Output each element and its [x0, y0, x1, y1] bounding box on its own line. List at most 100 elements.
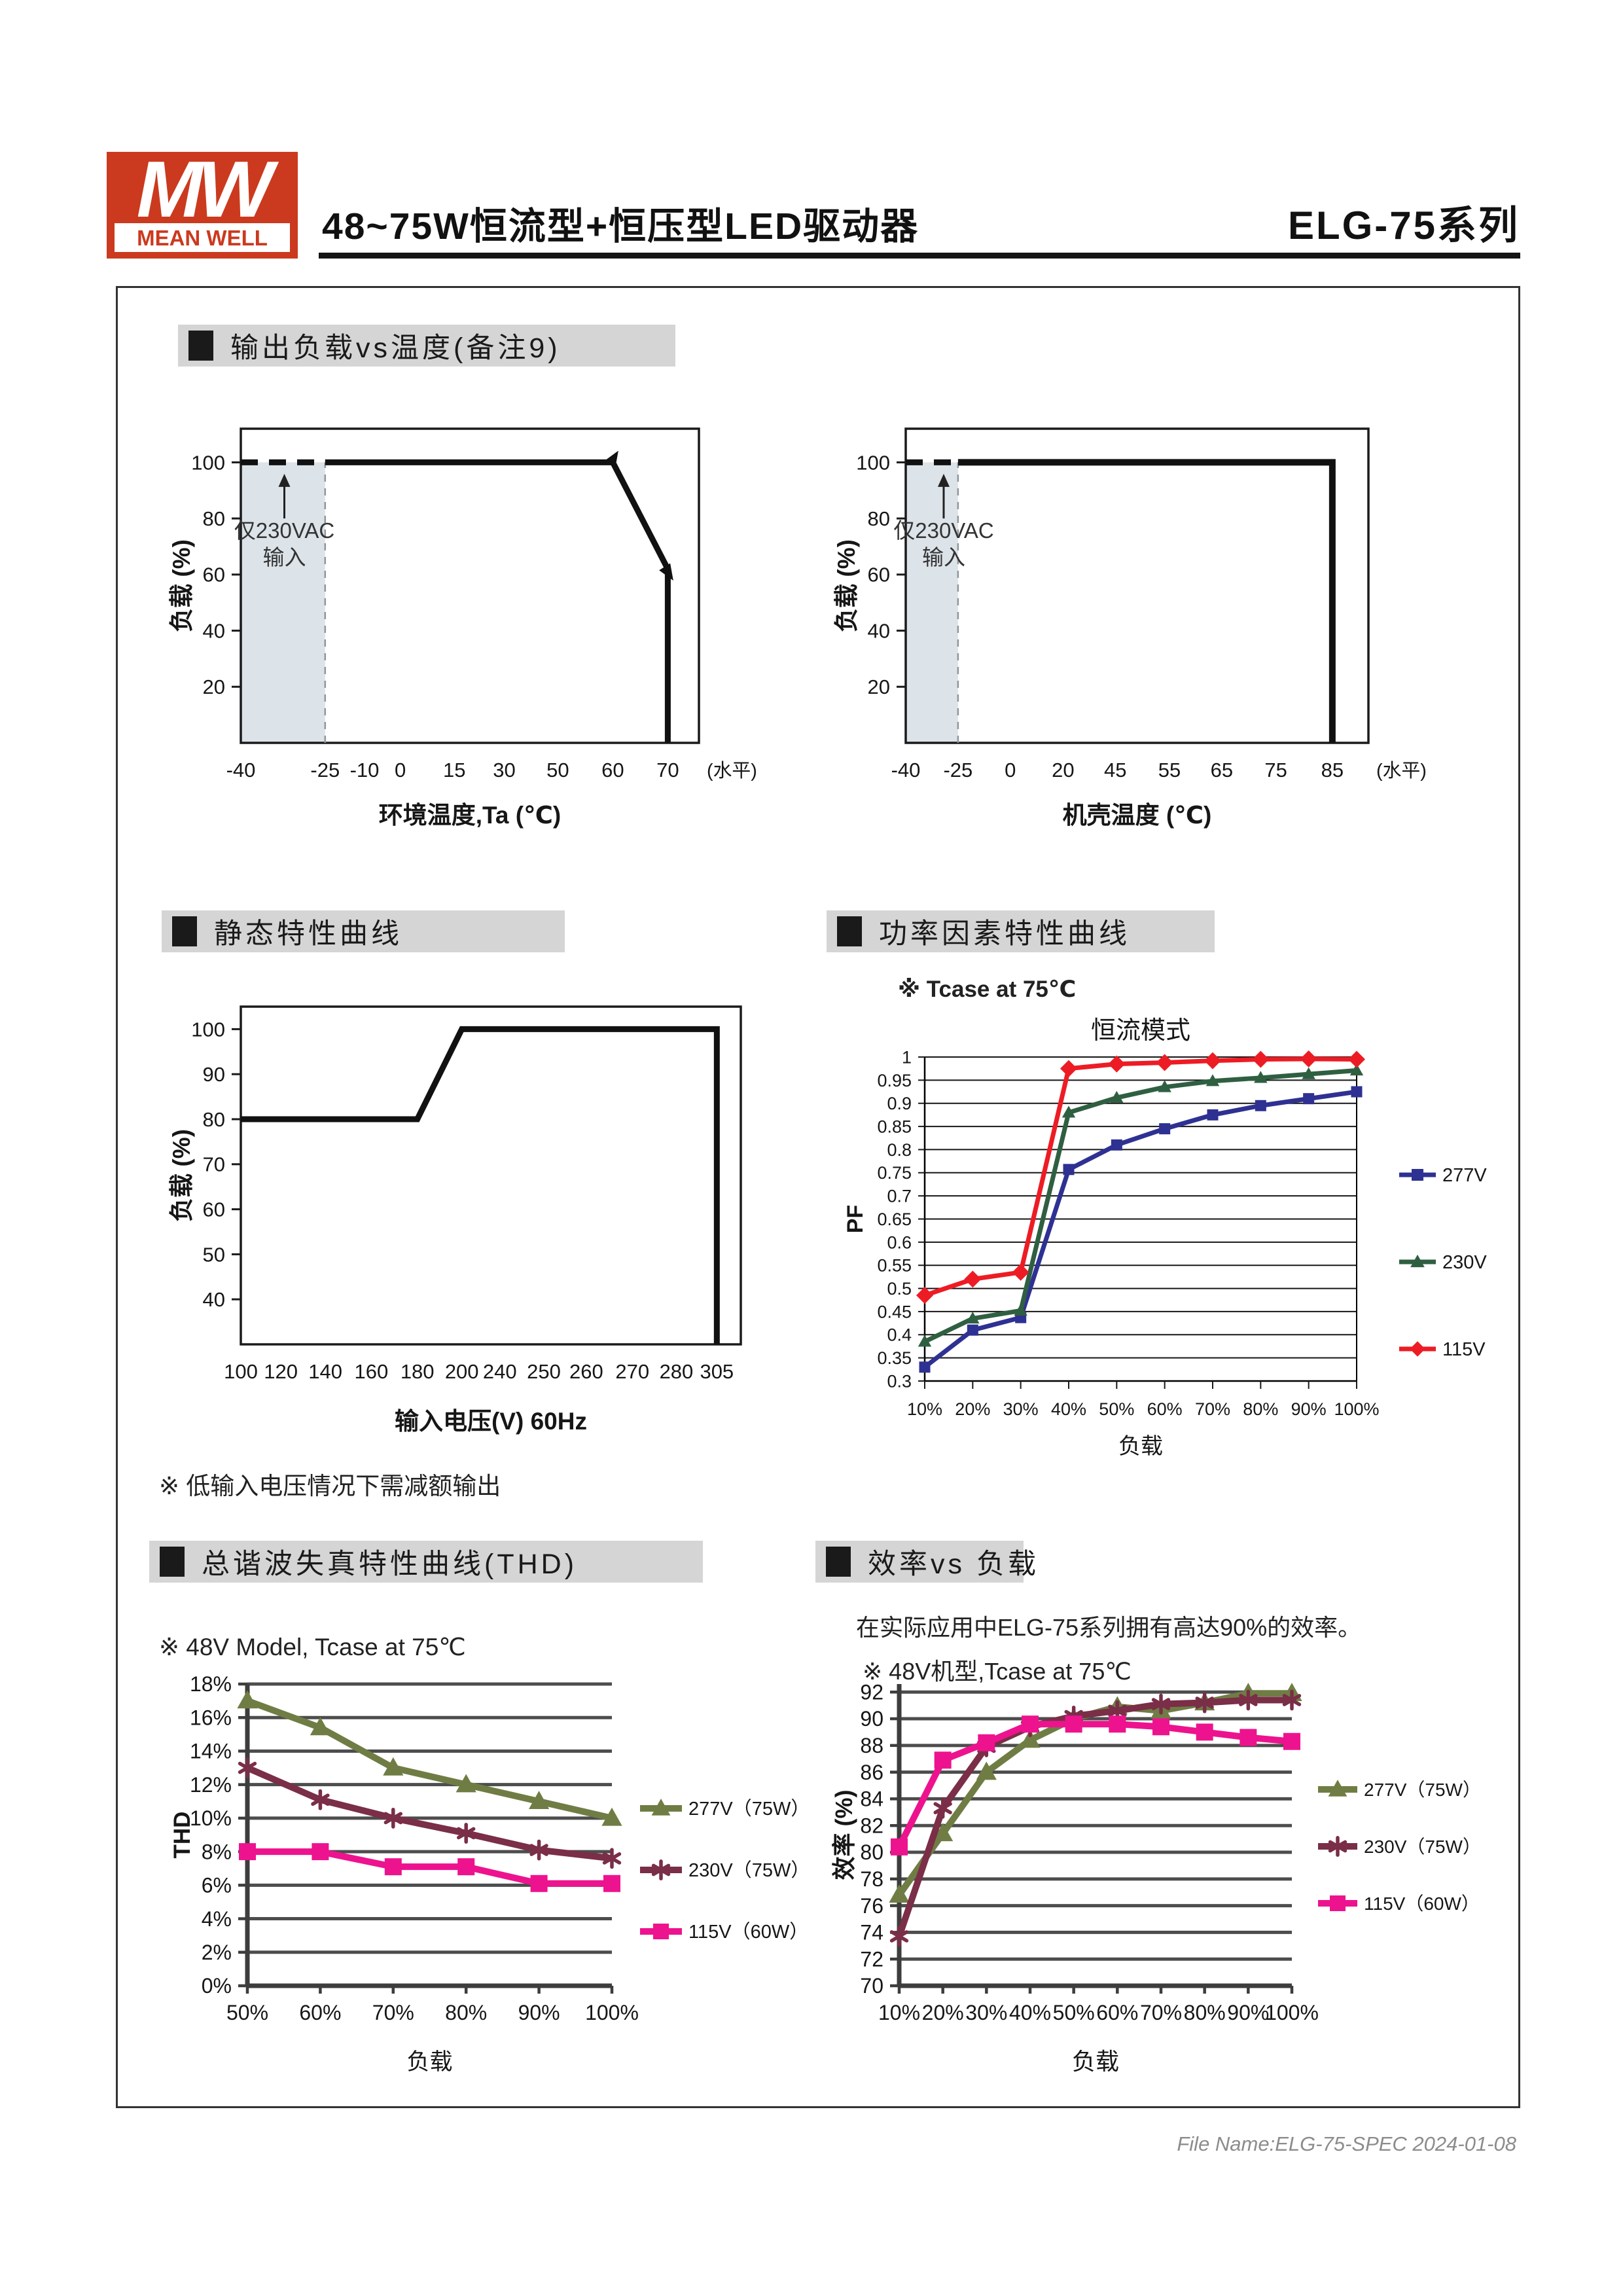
y-axis-title: 效率 (%) [830, 1790, 857, 1880]
marker-square [1351, 1086, 1363, 1098]
y-axis-title: 负载 (%) [168, 539, 195, 632]
marker-square [1109, 1715, 1126, 1733]
x-axis-title: 负载 [406, 2049, 452, 2075]
marker-square [1065, 1715, 1082, 1733]
y-tick-label: 0.6 [887, 1232, 912, 1252]
marker-triangle [383, 1757, 404, 1776]
thd-condition-note: ※ 48V Model, Tcase at 75℃ [159, 1634, 466, 1660]
legend-label: 277V [1442, 1165, 1487, 1186]
y-tick-label: 100 [856, 451, 890, 474]
section-static-characteristic: 静态特性曲线 [162, 910, 565, 952]
x-tick-label: 40% [1009, 2001, 1051, 2024]
x-tick-label: -40 [226, 759, 256, 781]
marker-star [933, 1802, 952, 1815]
marker-square [1152, 1718, 1169, 1736]
series-230V [918, 1063, 1364, 1347]
section-square-icon [172, 916, 197, 946]
y-tick-label: 10% [190, 1806, 232, 1830]
marker-triangle [976, 1761, 997, 1780]
x-tick-label: 75 [1264, 759, 1287, 781]
y-tick-label: 80 [203, 1108, 225, 1131]
y-tick-label: 100 [191, 451, 225, 474]
marker-diamond [1060, 1060, 1077, 1077]
x-axis-title: 输入电压(V) 60Hz [395, 1408, 587, 1435]
chart-title: 恒流模式 [1091, 1017, 1190, 1045]
x-tick-label: 45 [1104, 759, 1126, 781]
x-tick-label: 70 [656, 759, 679, 781]
marker-square [1412, 1169, 1423, 1181]
marker-square [1022, 1715, 1039, 1733]
marker-triangle [237, 1690, 258, 1709]
x-tick-label: 80% [1184, 2001, 1226, 2024]
marker-triangle [889, 1884, 910, 1903]
logo-mw-letters: MW [136, 145, 274, 234]
x-tick-label: 30% [965, 2001, 1007, 2024]
marker-square [891, 1838, 908, 1856]
marker-triangle [1302, 1067, 1315, 1079]
x-tick-label: 60% [1147, 1399, 1183, 1419]
x-tick-label: 85 [1321, 759, 1344, 781]
section-label: 总谐波失真特性曲线(THD) [202, 1549, 578, 1580]
x-axis-title: 负载 [1118, 1434, 1163, 1459]
marker-square [239, 1843, 256, 1861]
y-tick-label: 84 [860, 1787, 883, 1811]
derating-curve [957, 459, 1336, 743]
marker-triangle [1014, 1303, 1027, 1316]
annotation-text: 仅230VAC [893, 518, 993, 543]
marker-triangle [966, 1311, 980, 1324]
x-tick-label: 10% [878, 2001, 920, 2024]
y-tick-label: 90 [203, 1063, 225, 1086]
y-tick-label: 60 [203, 564, 225, 586]
section-square-icon [188, 331, 213, 361]
legend-label: 115V [1442, 1339, 1486, 1360]
y-tick-label: 80 [203, 507, 225, 530]
y-tick-label: 0% [202, 1974, 232, 1998]
y-tick-label: 72 [860, 1947, 883, 1971]
y-tick-label: 4% [202, 1907, 232, 1931]
marker-square [1255, 1100, 1266, 1111]
y-tick-label: 0.45 [877, 1302, 912, 1321]
section-power-factor: 功率因素特性曲线 [827, 910, 1215, 952]
x-tick-label: 50% [1099, 1399, 1134, 1419]
x-tick-label: 140 [308, 1360, 342, 1383]
page-title: 48~75W恒流型+恒压型LED驱动器 [322, 206, 919, 247]
y-tick-label: 20 [868, 675, 890, 698]
marker-square [1159, 1123, 1171, 1135]
annotation-arrowhead-up [278, 473, 291, 487]
y-tick-label: 90 [860, 1707, 883, 1731]
x-tick-label: 0 [1005, 759, 1016, 781]
marker-square [653, 1924, 669, 1939]
x-axis-note: (水平) [707, 761, 757, 781]
x-tick-label: 65 [1211, 759, 1233, 781]
x-tick-label: 100 [224, 1360, 258, 1383]
x-tick-label: 20% [955, 1399, 990, 1419]
curve-arrowhead [604, 450, 618, 469]
series-line [923, 1068, 1357, 1344]
series-line [923, 1056, 1357, 1298]
x-axis-title: 环境温度,Ta (℃) [379, 802, 561, 829]
x-tick-label: 120 [264, 1360, 298, 1383]
y-tick-label: 78 [860, 1867, 883, 1891]
marker-star [529, 1844, 548, 1856]
marker-star [1328, 1840, 1347, 1853]
x-tick-label: -25 [943, 759, 972, 781]
marker-star [383, 1812, 402, 1825]
marker-star [1195, 1696, 1214, 1709]
x-tick-label: 10% [907, 1399, 942, 1419]
x-tick-label: 90% [518, 2001, 560, 2024]
y-tick-label: 86 [860, 1761, 883, 1784]
x-tick-label: -25 [310, 759, 340, 781]
y-tick-label: 0.85 [877, 1117, 912, 1137]
header-rule [319, 253, 1520, 259]
marker-star [889, 1930, 909, 1943]
marker-square [1063, 1164, 1075, 1175]
y-tick-label: 14% [190, 1740, 232, 1763]
y-tick-label: 16% [190, 1706, 232, 1729]
marker-triangle [1349, 1063, 1364, 1076]
marker-square [312, 1843, 329, 1861]
y-tick-label: 0.4 [887, 1325, 912, 1345]
y-tick-label: 0.5 [887, 1279, 912, 1299]
y-tick-label: 0.8 [887, 1140, 912, 1160]
y-tick-label: 82 [860, 1814, 883, 1837]
